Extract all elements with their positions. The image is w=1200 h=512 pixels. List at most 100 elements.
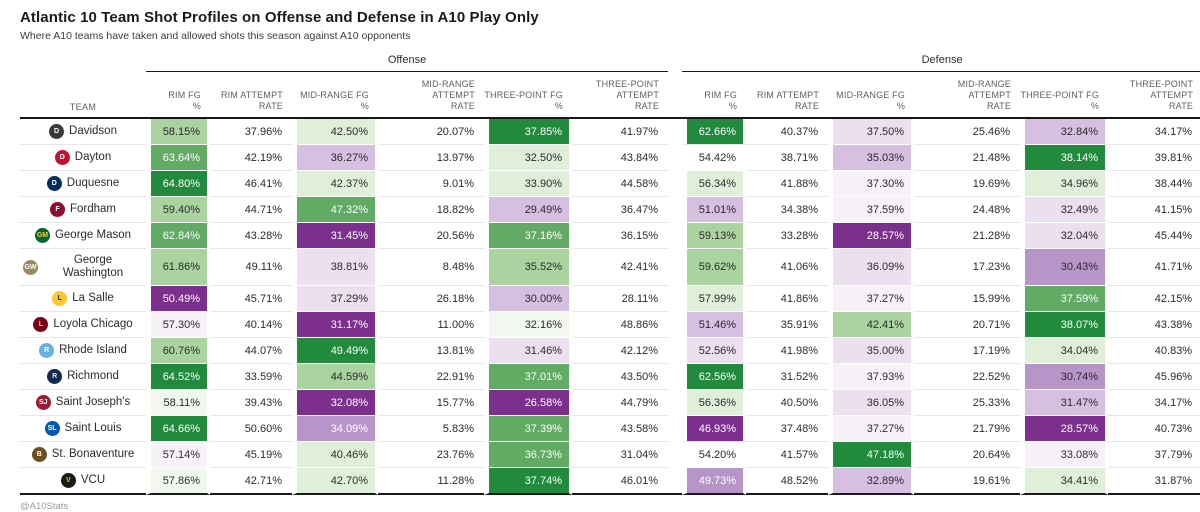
defense-three-point-attempt-rate-cell: 41.15% bbox=[1108, 196, 1200, 222]
team-row-vcu: V VCU 57.86% 42.71% 42.70% 11.28% 37.74% 46.01%… bbox=[20, 467, 1200, 495]
offense-rim-attempt-rate-cell: 43.28% bbox=[210, 222, 292, 248]
offense-three-point-attempt-rate-cell: 41.97% bbox=[620, 125, 659, 138]
row-gap bbox=[668, 170, 683, 196]
defense-mid-range-attempt-rate-cell: 20.71% bbox=[914, 311, 1021, 337]
offense-three-point-attempt-rate-cell: 44.58% bbox=[572, 170, 669, 196]
defense-mid-range-attempt-rate-cell: 17.19% bbox=[914, 337, 1021, 363]
team-cell: SJ Saint Joseph's bbox=[20, 389, 146, 415]
defense-mid-range-attempt-rate-cell: 20.64% bbox=[914, 441, 1021, 467]
defense-rim-fg-pct-cell: 62.66% bbox=[682, 119, 747, 144]
offense-mid-range-attempt-rate-cell: 26.18% bbox=[378, 285, 484, 311]
team-cell: F Fordham bbox=[20, 196, 146, 222]
rhode-island-logo-icon: R bbox=[39, 343, 55, 358]
offense-mid-range-fg-pct-column-header: MID-RANGE FG % bbox=[292, 72, 378, 119]
team-column-header: TEAM bbox=[20, 72, 146, 119]
defense-rim-attempt-rate-cell: 34.38% bbox=[746, 196, 829, 222]
defense-rim-attempt-rate-cell: 41.06% bbox=[746, 248, 829, 285]
offense-rim-attempt-rate-cell: 45.19% bbox=[210, 441, 292, 467]
offense-three-point-attempt-rate-cell: 31.04% bbox=[572, 441, 669, 467]
defense-mid-range-fg-pct-cell: 32.89% bbox=[828, 467, 915, 495]
defense-mid-range-fg-pct-cell: 37.93% bbox=[828, 363, 915, 389]
offense-three-point-fg-pct-cell: 32.16% bbox=[484, 311, 572, 337]
defense-mid-range-attempt-rate-column-header: MID-RANGE ATTEMPT RATE bbox=[914, 72, 1021, 119]
defense-rim-attempt-rate-column-header: RIM ATTEMPT RATE bbox=[746, 72, 829, 119]
richmond-logo-icon: R bbox=[47, 369, 63, 384]
group-header-row: Offense Defense bbox=[20, 51, 1200, 72]
offense-mid-range-attempt-rate-cell: 18.82% bbox=[378, 196, 484, 222]
offense-rim-fg-pct-cell: 59.40% bbox=[146, 196, 210, 222]
team-row-saint-joseph-s: SJ Saint Joseph's 58.11% 39.43% 32.08% 15.77%… bbox=[20, 389, 1200, 415]
defense-three-point-fg-pct-cell: 30.74% bbox=[1020, 363, 1109, 389]
defense-mid-range-fg-pct-cell: 36.09% bbox=[828, 248, 915, 285]
team-name: Rhode Island bbox=[59, 344, 127, 356]
defense-three-point-attempt-rate-cell: 37.79% bbox=[1108, 441, 1200, 467]
defense-mid-range-attempt-rate-cell: 15.99% bbox=[914, 285, 1021, 311]
defense-rim-fg-pct-cell: 56.36% bbox=[682, 389, 747, 415]
defense-three-point-fg-pct-cell: 38.14% bbox=[1020, 144, 1109, 170]
defense-mid-range-attempt-rate-cell: 25.33% bbox=[914, 389, 1021, 415]
defense-rim-fg-pct-column-header: RIM FG % bbox=[682, 72, 747, 119]
defense-rim-attempt-rate-cell: 38.71% bbox=[746, 144, 829, 170]
offense-three-point-attempt-rate-cell: 42.12% bbox=[572, 337, 669, 363]
offense-mid-range-attempt-rate-cell: 15.77% bbox=[378, 389, 484, 415]
defense-rim-attempt-rate-cell: 33.28% bbox=[746, 222, 829, 248]
row-gap bbox=[668, 363, 683, 389]
team-cell: V VCU bbox=[20, 467, 146, 495]
offense-rim-fg-pct-cell: 63.64% bbox=[146, 144, 210, 170]
defense-three-point-fg-pct-cell: 38.07% bbox=[1020, 311, 1109, 337]
offense-three-point-attempt-rate-cell: 43.50% bbox=[572, 363, 669, 389]
defense-mid-range-attempt-rate-cell: 17.23% bbox=[914, 248, 1021, 285]
defense-three-point-fg-pct-column-header: THREE-POINT FG % bbox=[1020, 72, 1109, 119]
team-cell: R Richmond bbox=[20, 363, 146, 389]
offense-three-point-attempt-rate-column-header: THREE-POINT ATTEMPT RATE bbox=[572, 72, 669, 119]
defense-mid-range-fg-pct-cell: 35.00% bbox=[828, 337, 915, 363]
defense-rim-fg-pct-cell: 59.13% bbox=[682, 222, 747, 248]
offense-three-point-fg-pct-cell: 30.00% bbox=[484, 285, 572, 311]
offense-mid-range-attempt-rate-cell: 22.91% bbox=[378, 363, 484, 389]
row-gap bbox=[668, 248, 683, 285]
offense-three-point-attempt-rate-cell: 43.58% bbox=[572, 415, 669, 441]
defense-rim-attempt-rate-cell: 41.88% bbox=[746, 170, 829, 196]
loyola-chicago-logo-icon: L bbox=[33, 317, 49, 332]
offense-three-point-fg-pct-cell: 37.39% bbox=[484, 415, 572, 441]
defense-rim-fg-pct-cell: 57.99% bbox=[682, 285, 747, 311]
offense-rim-attempt-rate-cell: 50.60% bbox=[210, 415, 292, 441]
team-name: Saint Louis bbox=[64, 422, 122, 434]
defense-mid-range-fg-pct-cell: 37.27% bbox=[828, 415, 915, 441]
defense-mid-range-attempt-rate-cell: 21.28% bbox=[914, 222, 1021, 248]
team-name: Davidson bbox=[69, 125, 117, 137]
offense-three-point-attempt-rate-cell: 44.79% bbox=[572, 389, 669, 415]
offense-three-point-attempt-rate-cell: 28.11% bbox=[572, 285, 669, 311]
offense-mid-range-fg-pct-cell: 36.27% bbox=[292, 144, 378, 170]
offense-rim-attempt-rate-cell: 42.19% bbox=[210, 144, 292, 170]
team-name: Duquesne bbox=[66, 177, 120, 189]
offense-rim-fg-pct-cell: 58.15% bbox=[146, 119, 210, 144]
offense-three-point-fg-pct-cell: 26.58% bbox=[484, 389, 572, 415]
offense-rim-attempt-rate-cell: 46.41% bbox=[210, 170, 292, 196]
offense-three-point-fg-pct-cell: 37.16% bbox=[484, 222, 572, 248]
defense-three-point-attempt-rate-cell: 40.83% bbox=[1108, 337, 1200, 363]
offense-rim-attempt-rate-cell: 49.11% bbox=[210, 248, 292, 285]
offense-three-point-attempt-rate-cell: 46.01% bbox=[572, 467, 669, 495]
defense-three-point-attempt-rate-cell: 40.73% bbox=[1108, 415, 1200, 441]
defense-rim-attempt-rate-cell: 37.48% bbox=[746, 415, 829, 441]
defense-three-point-fg-pct-cell: 28.57% bbox=[1020, 415, 1109, 441]
defense-three-point-attempt-rate-cell: 41.71% bbox=[1108, 248, 1200, 285]
defense-rim-attempt-rate-cell: 31.52% bbox=[746, 363, 829, 389]
defense-three-point-fg-pct-cell: 30.43% bbox=[1020, 248, 1109, 285]
offense-rim-fg-pct-cell: 64.66% bbox=[146, 415, 210, 441]
defense-rim-fg-pct-cell: 46.93% bbox=[682, 415, 747, 441]
offense-three-point-attempt-rate-cell: 48.86% bbox=[572, 311, 669, 337]
defense-mid-range-attempt-rate-cell: 21.79% bbox=[914, 415, 1021, 441]
offense-rim-fg-pct-cell: 64.80% bbox=[146, 170, 210, 196]
defense-rim-attempt-rate-cell: 41.86% bbox=[746, 285, 829, 311]
team-name: George Washington bbox=[62, 254, 124, 279]
defense-mid-range-attempt-rate-cell: 19.69% bbox=[914, 170, 1021, 196]
team-cell: GW George Washington bbox=[20, 248, 146, 285]
defense-mid-range-fg-pct-cell: 42.41% bbox=[828, 311, 915, 337]
team-name: VCU bbox=[80, 474, 106, 486]
column-header-gap bbox=[668, 72, 683, 119]
offense-mid-range-fg-pct-cell: 47.32% bbox=[292, 196, 378, 222]
row-gap bbox=[668, 196, 683, 222]
offense-rim-attempt-rate-cell: 37.96% bbox=[244, 125, 282, 138]
